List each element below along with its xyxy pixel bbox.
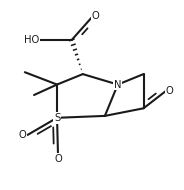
Text: O: O [18,130,26,140]
Text: HO: HO [24,35,39,45]
Text: O: O [166,86,174,96]
Text: S: S [54,113,60,123]
Text: O: O [54,154,62,164]
Text: N: N [114,80,121,89]
Text: O: O [92,11,100,21]
